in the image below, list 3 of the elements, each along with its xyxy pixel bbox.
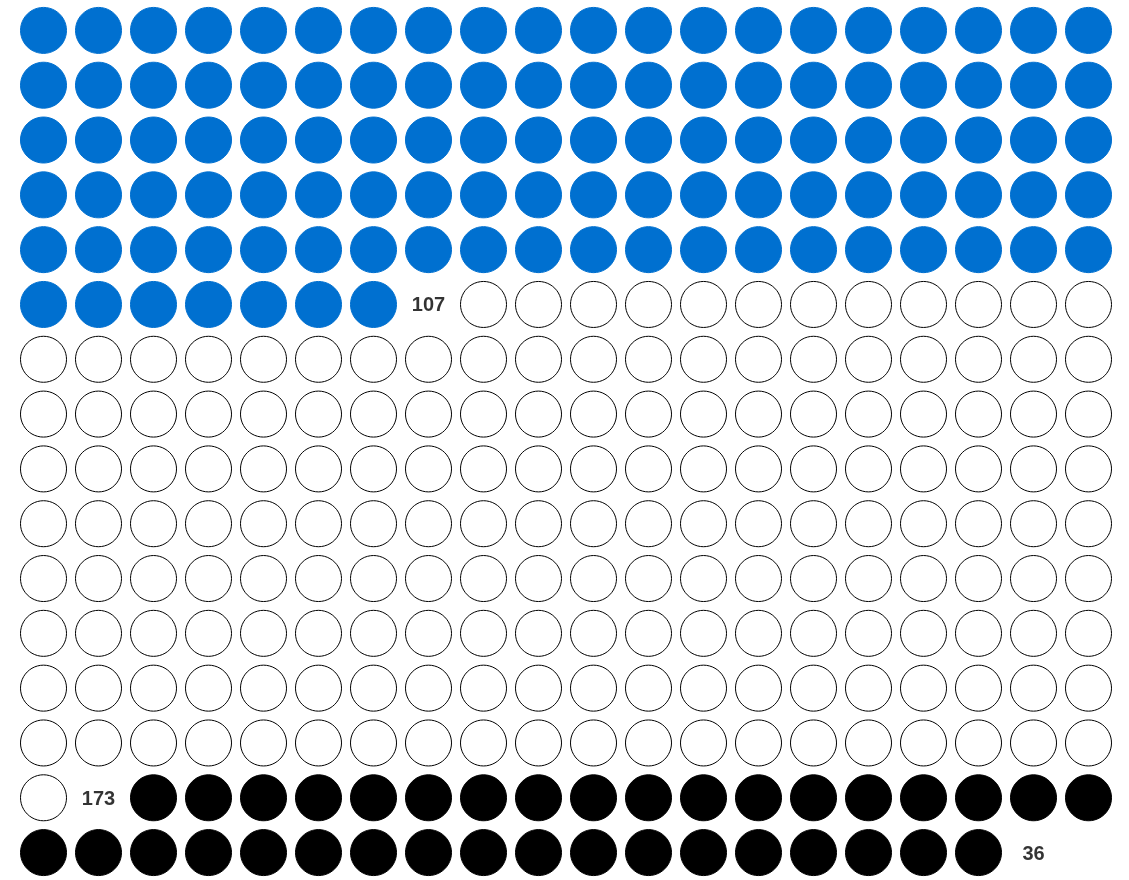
data-label: 173 <box>81 786 116 809</box>
data-label: 36 <box>1022 841 1045 864</box>
data-label: 107 <box>411 293 446 316</box>
